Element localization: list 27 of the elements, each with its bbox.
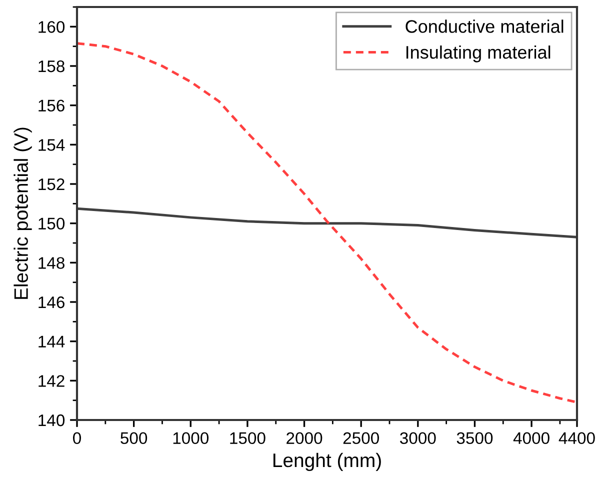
- line-series: [77, 207, 577, 238]
- x-tick-label: 500: [120, 432, 148, 444]
- x-tick-label: 1500: [230, 432, 266, 444]
- y-tick-label: 146: [38, 296, 64, 308]
- legend-label: Conductive material: [406, 20, 564, 33]
- legend-label: Insulating material: [406, 46, 550, 62]
- x-axis-title: Lenght (mm): [273, 452, 381, 472]
- x-tick-label: 3500: [456, 432, 493, 444]
- x-tick-label: 3000: [400, 432, 436, 444]
- y-tick-label: 144: [38, 336, 65, 348]
- x-tick-label: 1000: [173, 432, 209, 444]
- x-tick-label: 4000: [513, 432, 550, 444]
- y-tick-label: 152: [38, 178, 64, 190]
- x-tick-label: 0: [73, 432, 81, 444]
- y-tick-label: 160: [38, 21, 65, 33]
- y-tick-label: 154: [38, 139, 65, 151]
- x-tick-label: 2500: [343, 432, 379, 444]
- y-tick-label: 140: [38, 414, 65, 426]
- x-tick-label: 4400: [558, 432, 595, 444]
- x-tick-label: 2000: [286, 432, 322, 444]
- y-tick-label: 150: [38, 218, 65, 230]
- y-tick-label: 142: [38, 375, 64, 387]
- y-axis-title: Electric potential (V): [14, 128, 32, 299]
- y-tick-label: 158: [38, 60, 64, 72]
- y-tick-label: 148: [38, 257, 64, 269]
- y-tick-label: 156: [38, 100, 64, 112]
- line-series: [77, 42, 577, 404]
